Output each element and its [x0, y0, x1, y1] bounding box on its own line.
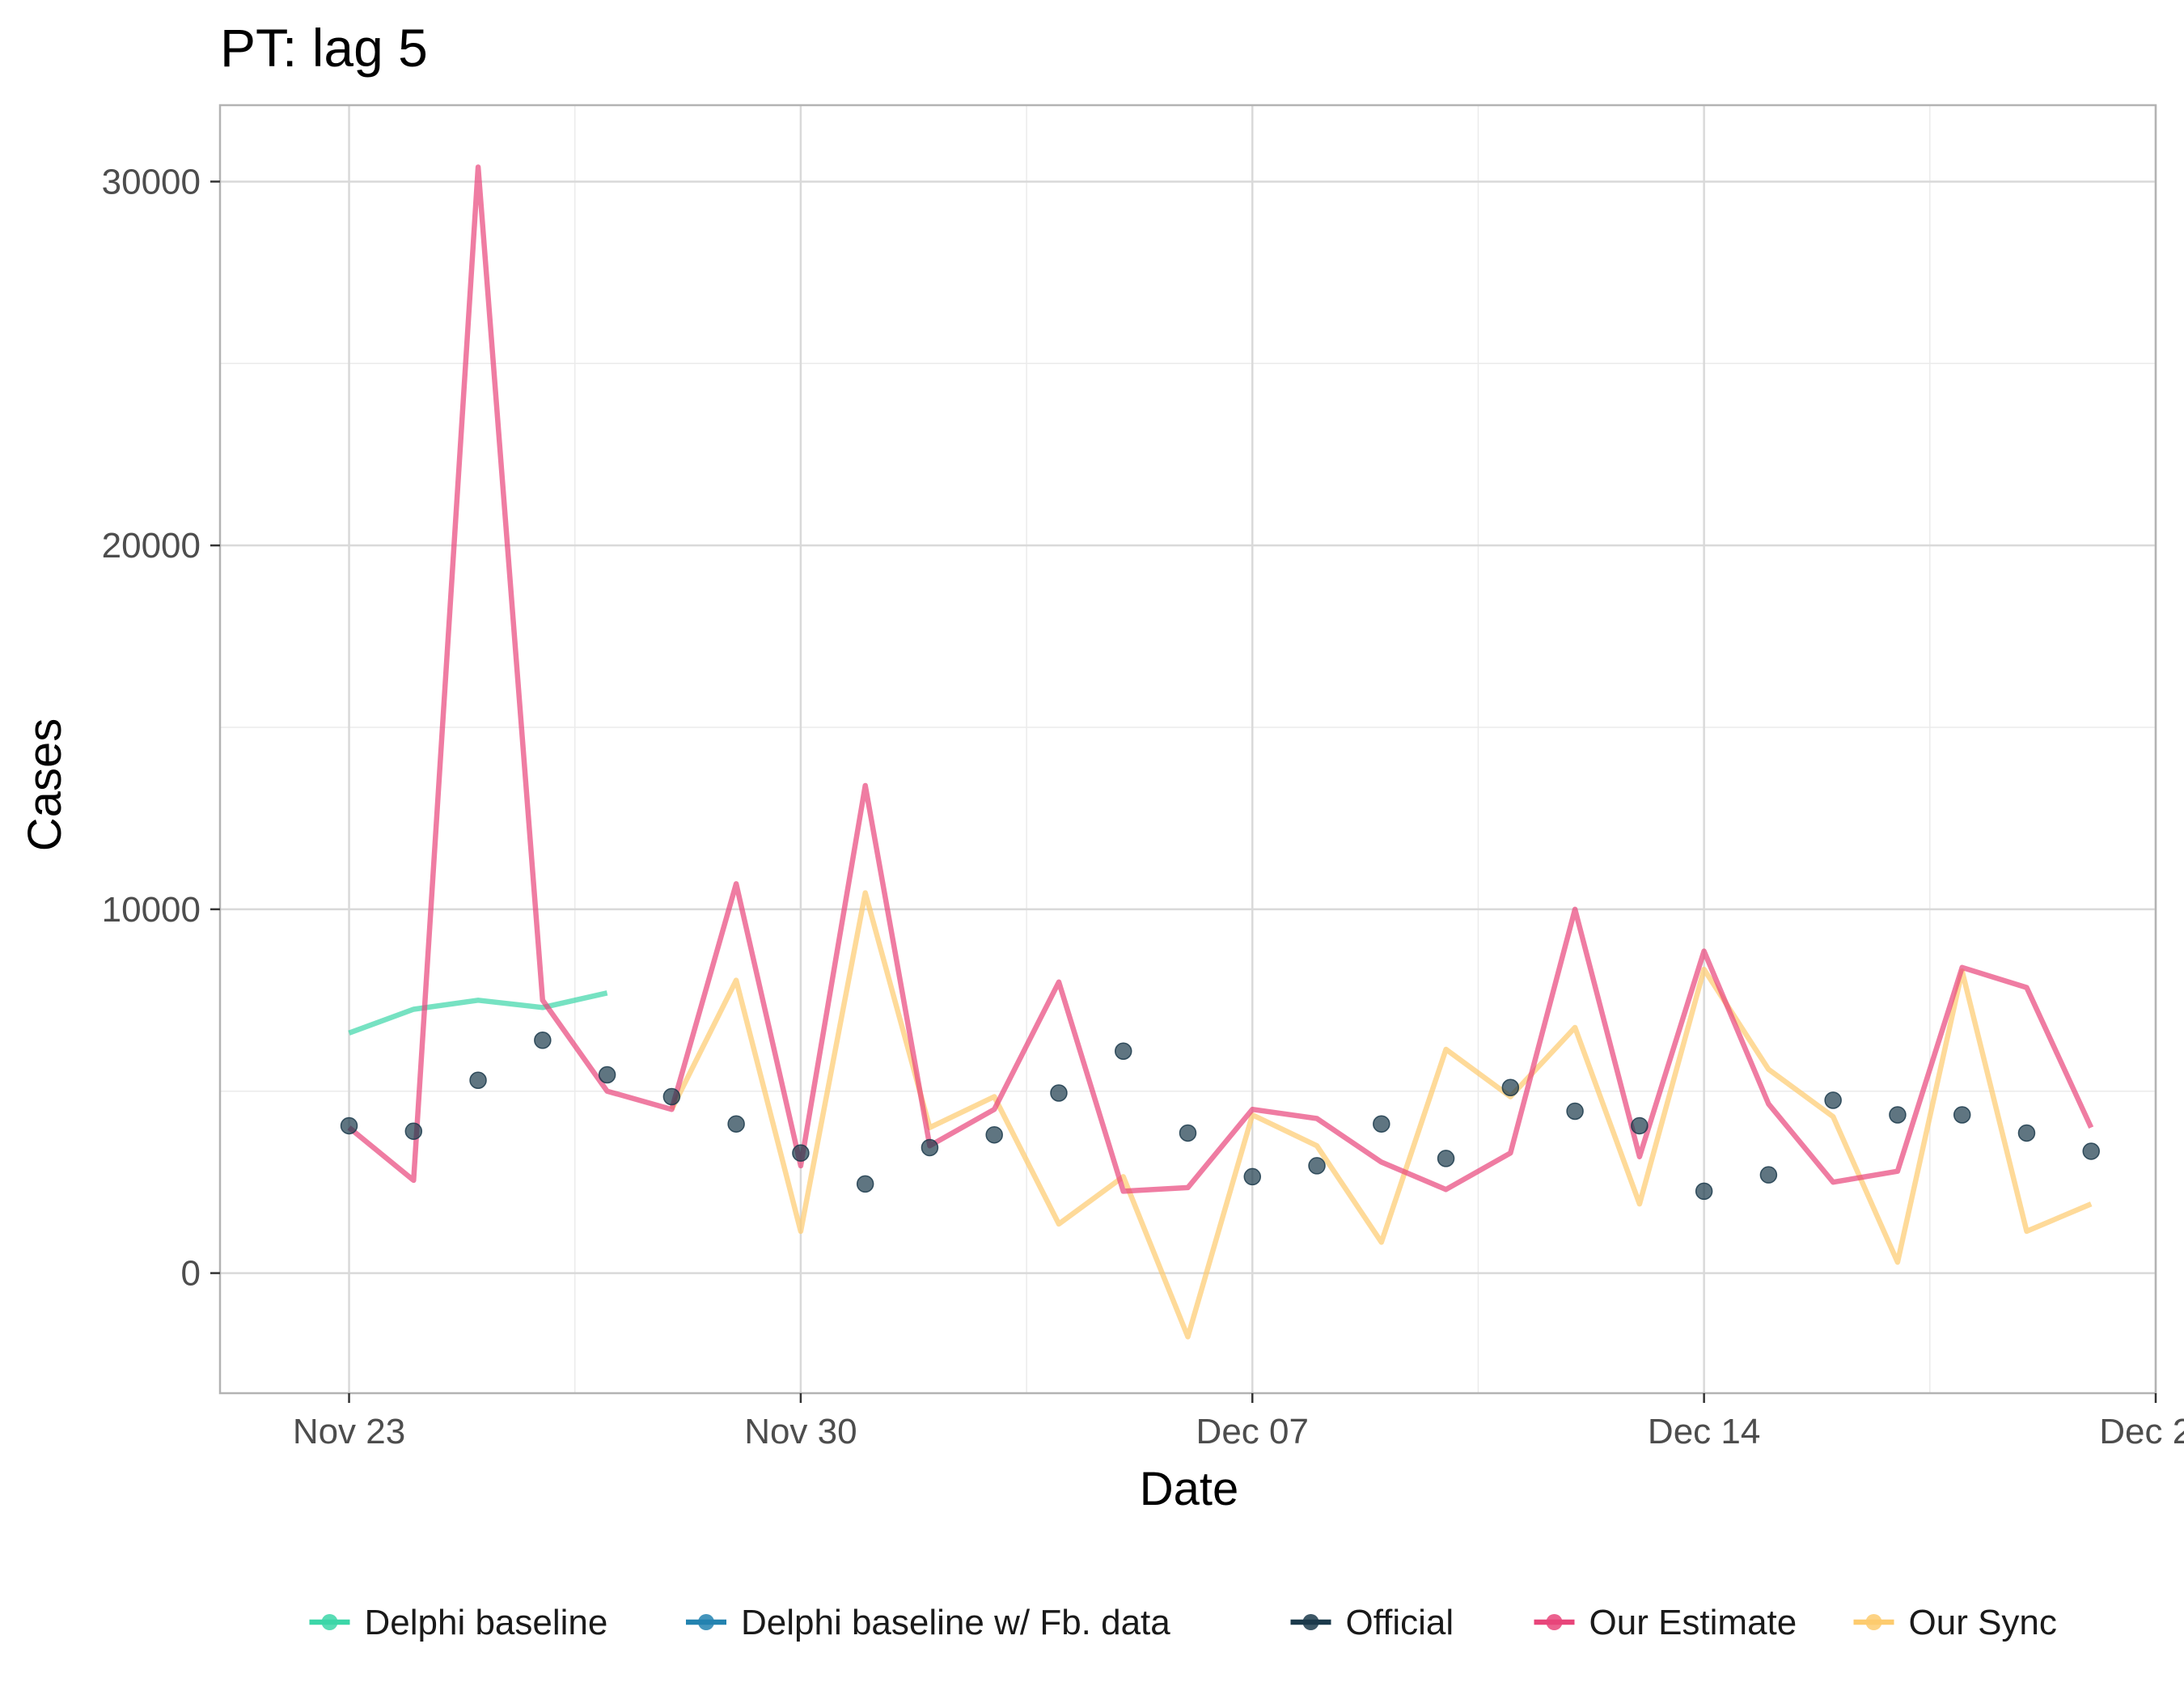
data-point — [1631, 1116, 1649, 1135]
plot-panel — [218, 104, 2157, 1395]
data-point — [469, 1071, 487, 1089]
data-point — [534, 1032, 552, 1049]
data-point — [985, 1125, 1003, 1144]
data-point — [856, 1175, 874, 1193]
y-tick-label: 30000 — [102, 162, 201, 201]
grid — [220, 105, 2157, 1393]
series-delphi-baseline — [348, 990, 608, 1036]
y-tick-label: 20000 — [102, 526, 201, 566]
data-point — [598, 1066, 616, 1084]
x-tick-label: Nov 23 — [293, 1412, 405, 1451]
legend-key-point — [1302, 1614, 1319, 1630]
data-point — [404, 1122, 423, 1140]
chart-title: PT: lag 5 — [220, 18, 428, 78]
x-tick-label: Nov 30 — [744, 1412, 857, 1451]
series-our-estimate — [347, 164, 2094, 1194]
data-point — [1501, 1078, 1520, 1096]
series-official — [340, 1032, 2100, 1201]
legend-key-point — [321, 1614, 338, 1630]
data-point — [727, 1115, 745, 1133]
x-tick-label: Dec 21 — [2099, 1412, 2184, 1451]
data-point — [1566, 1102, 1584, 1121]
data-point — [340, 1116, 358, 1135]
legend-item-our-sync: Our Sync — [1853, 1603, 2057, 1642]
x-axis-title: Date — [1140, 1463, 1239, 1515]
legend-key-point — [1865, 1614, 1882, 1630]
legend-item-delphi-baseline-w-fb-data: Delphi baseline w/ Fb. data — [686, 1603, 1170, 1642]
data-point — [1114, 1042, 1132, 1061]
data-point — [1179, 1124, 1197, 1142]
data-point — [2017, 1124, 2036, 1142]
data-point — [921, 1138, 939, 1157]
data-point — [1889, 1106, 1907, 1124]
series-our-sync — [669, 890, 2093, 1340]
legend-label: Official — [1346, 1603, 1454, 1642]
legend-label: Our Estimate — [1589, 1603, 1797, 1642]
y-tick-label: 0 — [181, 1254, 201, 1294]
series-line — [669, 890, 2093, 1340]
data-point — [1308, 1157, 1326, 1175]
series-line — [347, 164, 2094, 1194]
legend-key-point — [698, 1614, 714, 1630]
legend-item-delphi-baseline: Delphi baseline — [309, 1603, 608, 1642]
data-point — [1824, 1091, 1842, 1109]
legend-label: Delphi baseline — [365, 1603, 608, 1642]
legend-item-our-estimate: Our Estimate — [1534, 1603, 1797, 1642]
y-axis-title: Cases — [19, 718, 71, 851]
data-point — [1050, 1084, 1068, 1102]
x-axis: Nov 23 Nov 30 Dec 07 Dec 14 Dec 21 — [293, 1393, 2184, 1451]
legend-item-official: Official — [1290, 1603, 1454, 1642]
series-line — [348, 990, 608, 1036]
y-tick-label: 10000 — [102, 890, 201, 930]
data-point — [1759, 1166, 1778, 1184]
data-point — [662, 1087, 681, 1106]
legend-label: Our Sync — [1909, 1603, 2057, 1642]
data-point — [1695, 1182, 1713, 1201]
data-point — [1373, 1115, 1390, 1133]
data-point — [1953, 1106, 1971, 1124]
x-tick-label: Dec 14 — [1648, 1412, 1760, 1451]
data-point — [2082, 1142, 2100, 1160]
x-tick-label: Dec 07 — [1196, 1412, 1309, 1451]
data-point — [1437, 1150, 1455, 1167]
data-point — [792, 1144, 810, 1162]
legend-label: Delphi baseline w/ Fb. data — [741, 1603, 1170, 1642]
data-point — [1243, 1167, 1262, 1186]
legend: Delphi baseline Delphi baseline w/ Fb. da… — [309, 1603, 2057, 1642]
series-layer — [340, 164, 2100, 1340]
legend-key-point — [1546, 1614, 1563, 1630]
y-axis: 0 10000 20000 30000 — [102, 162, 220, 1294]
